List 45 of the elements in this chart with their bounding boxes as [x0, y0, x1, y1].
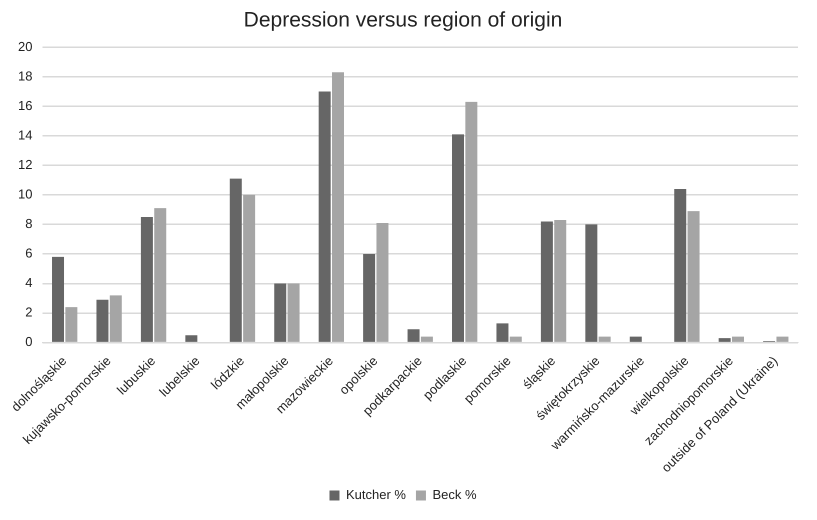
y-tick-label: 10	[18, 186, 32, 202]
bar	[598, 336, 611, 342]
bar	[496, 323, 508, 342]
y-tick-label: 16	[18, 98, 32, 113]
y-tick-label: 8	[25, 216, 32, 232]
chart-title: Depression versus region of origin	[244, 8, 562, 32]
bar	[96, 300, 108, 342]
bar	[65, 307, 78, 342]
bar	[288, 284, 300, 342]
y-tick-label: 20	[18, 38, 32, 54]
bar	[332, 72, 344, 342]
bar	[718, 338, 731, 342]
bar	[243, 194, 256, 342]
bar	[540, 221, 553, 342]
bar	[452, 134, 464, 342]
y-tick-label: 12	[18, 156, 32, 172]
bar	[363, 254, 376, 342]
bar	[230, 178, 242, 342]
y-tick-label: 6	[25, 246, 32, 261]
bar	[420, 336, 433, 342]
bar	[465, 102, 478, 342]
y-tick-label: 4	[25, 275, 32, 290]
legend-label: Kutcher %	[346, 487, 406, 502]
bar	[154, 208, 166, 342]
y-tick-label: 0	[25, 334, 32, 350]
bar	[110, 295, 122, 342]
y-tick-label: 14	[18, 127, 32, 142]
bar	[630, 336, 642, 342]
bar	[674, 188, 686, 342]
bar	[274, 284, 286, 342]
bar	[554, 220, 566, 342]
bar	[52, 256, 64, 342]
bar	[185, 335, 198, 342]
bar	[732, 336, 744, 342]
bar	[776, 336, 788, 342]
bar	[408, 329, 420, 342]
y-tick-label: 18	[18, 68, 32, 84]
bar	[688, 211, 700, 342]
legend-label: Beck %	[432, 487, 477, 502]
y-tick-label: 2	[25, 304, 32, 320]
bar	[376, 222, 388, 342]
bar	[318, 92, 331, 342]
bar	[585, 224, 598, 342]
bar	[510, 336, 522, 342]
bar	[140, 217, 153, 342]
